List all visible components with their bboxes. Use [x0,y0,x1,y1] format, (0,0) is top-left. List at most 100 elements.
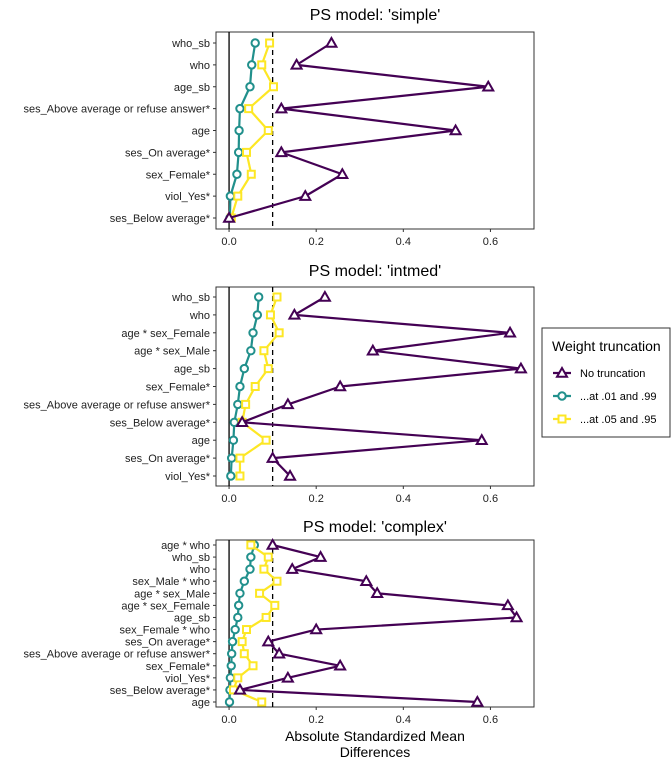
data-point-triangle [265,537,280,550]
data-point-triangle [333,658,347,671]
y-tick-label: viol_Yes* [165,191,211,203]
y-tick-label: age [192,126,210,138]
y-tick-label: viol_Yes* [165,673,211,685]
data-point-circle [224,697,235,707]
legend-title: Weight truncation [552,338,661,354]
y-tick-label: ses_Above average or refuse answer* [24,104,211,116]
data-point-circle [230,624,240,635]
panel-title: PS model: 'simple' [310,7,441,24]
data-point-triangle [366,343,380,356]
data-point-square [235,471,245,481]
data-point-circle [225,673,236,683]
data-point-square [246,169,256,179]
series-line-triangle [241,296,523,477]
panel-3: PS model: 'complex'age * whowho_sbwhosex… [24,519,535,726]
data-point-square [259,346,269,356]
data-point-circle [226,648,237,659]
data-point-circle [250,38,260,48]
data-point-square [257,60,267,70]
data-point-triangle [222,210,236,223]
y-tick-label: who [189,564,210,576]
x-tick-label: 0.6 [483,236,498,248]
data-point-circle [234,125,244,136]
data-point-circle [226,471,236,481]
panel-frame [215,286,535,487]
data-point-square [255,588,265,598]
data-point-square [233,673,243,683]
data-point-triangle [470,694,485,707]
data-point-circle [239,576,250,586]
legend-key-triangle [555,365,569,378]
data-point-triangle [475,433,489,445]
x-tick-label: 0.4 [396,714,411,726]
data-point-triangle [283,468,297,481]
data-point-triangle [481,79,495,92]
legend-key-square [557,414,567,424]
y-tick-label: who [189,60,210,72]
data-point-square [261,612,271,622]
data-point-circle [235,381,245,392]
data-point-triangle [289,57,304,70]
data-point-triangle [448,123,463,136]
data-point-square [269,82,279,92]
y-tick-label: age_sb [174,82,210,94]
data-point-circle [225,191,236,201]
y-tick-label: age_sb [174,364,210,376]
x-tick-label: 0.2 [309,493,324,505]
x-tick-label: 0.4 [396,236,411,248]
y-tick-label: who_sb [171,38,210,50]
data-point-circle [245,564,255,574]
data-point-square [263,364,273,374]
x-tick-label: 0.0 [221,236,236,248]
x-tick-label: 0.6 [483,714,498,726]
data-point-circle [245,82,255,92]
data-point-triangle [313,550,328,562]
data-point-circle [233,600,244,611]
legend-box [541,327,671,438]
y-tick-label: age_sb [174,612,210,624]
y-tick-label: ses_Above average or refuse answer* [24,399,211,411]
x-tick-label: 0.2 [309,236,324,248]
data-point-triangle [287,307,302,320]
data-point-circle [247,60,257,70]
legend: Weight truncation No truncation ...at .01 … [541,327,671,438]
data-point-triangle [359,574,374,586]
data-point-triangle [503,325,517,338]
data-point-square [263,552,273,562]
data-point-circle [248,328,258,338]
y-tick-label: ses_Below average* [110,417,211,429]
legend-label: ...at .01 and .99 [580,391,656,403]
y-tick-label: age [192,697,210,709]
data-point-square [233,191,243,201]
data-point-triangle [309,622,323,635]
y-tick-label: age * sex_Male [134,346,210,358]
y-tick-label: who_sb [171,552,210,564]
data-point-triangle [265,451,280,463]
data-point-square [250,382,260,391]
y-tick-label: viol_Yes* [165,471,211,483]
data-point-triangle [272,646,286,659]
data-point-square [241,147,251,157]
y-tick-label: sex_Female* [146,382,211,394]
y-tick-label: sex_Male * who [132,576,210,588]
y-tick-label: age * sex_Female [121,600,210,612]
y-tick-label: ses_Above average or refuse answer* [24,649,211,661]
data-point-circle [235,588,245,599]
data-point-square [241,625,251,635]
data-point-square [257,697,267,707]
x-tick-label: 0.2 [309,714,324,726]
data-point-triangle [235,415,249,428]
y-tick-label: age [192,435,210,447]
data-point-triangle [509,610,524,623]
x-tick-label: 0.4 [396,493,411,505]
y-tick-label: ses_Below average* [110,685,211,697]
panel-frame [215,539,535,708]
data-point-circle [233,612,243,623]
data-point-triangle [274,101,289,114]
y-tick-label: ses_On average* [125,637,211,649]
data-point-triangle [324,35,339,48]
y-tick-label: age * who [161,540,210,552]
